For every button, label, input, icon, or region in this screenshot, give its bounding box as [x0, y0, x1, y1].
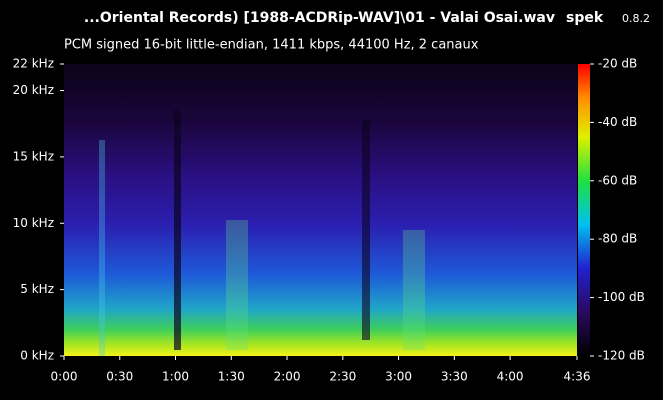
x-tick-label: 0:00: [51, 370, 78, 384]
spectrogram-streak: [403, 230, 425, 350]
spectrogram-gap: [362, 120, 370, 340]
y-tick-label: 5 kHz: [20, 282, 54, 296]
colorbar-tick-label: -60 dB: [598, 173, 637, 187]
x-tick-label: 0:30: [106, 370, 133, 384]
y-tick-label: 10 kHz: [13, 216, 54, 230]
y-tick-label: 15 kHz: [13, 149, 54, 163]
x-tick-label: 1:00: [162, 370, 189, 384]
x-tick-label: 4:00: [497, 370, 524, 384]
x-tick-label: 3:30: [441, 370, 468, 384]
spectrogram-streak: [99, 140, 105, 356]
x-tick-label: 2:00: [274, 370, 301, 384]
spectrogram: [64, 64, 577, 356]
y-tick-label: 20 kHz: [13, 83, 54, 97]
y-tick-label: 0 kHz: [20, 349, 54, 363]
spectrogram-gap: [174, 110, 181, 350]
x-tick-label: 2:30: [329, 370, 356, 384]
app-name: spek: [566, 10, 604, 26]
app-version: 0.8.2: [622, 12, 650, 25]
colorbar-tick-label: -100 dB: [598, 290, 645, 304]
x-tick-label: 3:00: [385, 370, 412, 384]
x-tick-label: 1:30: [218, 370, 245, 384]
colorbar-tick-label: -40 dB: [598, 115, 637, 129]
y-tick-label: 22 kHz: [13, 57, 54, 71]
colorbar-tick-label: -20 dB: [598, 57, 637, 71]
spectrogram-streak: [226, 220, 248, 350]
chart-title: ...Oriental Records) [1988-ACDRip-WAV]\0…: [84, 10, 555, 26]
colorbar: [578, 64, 590, 356]
subtitle: PCM signed 16-bit little-endian, 1411 kb…: [64, 38, 479, 53]
colorbar-tick-label: -80 dB: [598, 232, 637, 246]
x-tick-label: 4:36: [564, 370, 591, 384]
colorbar-tick-label: -120 dB: [598, 349, 645, 363]
